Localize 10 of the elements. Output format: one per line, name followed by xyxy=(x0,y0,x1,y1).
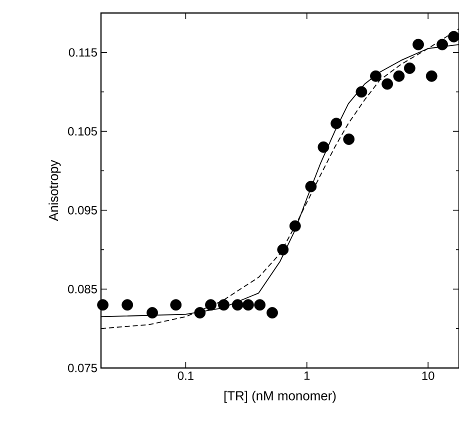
y-tick-label: 0.075 xyxy=(68,364,97,372)
y-tick-label: 0.095 xyxy=(68,206,97,214)
y-axis-title: Anisotropy xyxy=(48,160,61,222)
x-tick-label: 10 xyxy=(422,372,434,380)
x-tick-label: 0.1 xyxy=(178,372,194,380)
x-axis-title: [TR] (nM monomer) xyxy=(224,390,336,403)
y-tick-label: 0.085 xyxy=(68,284,97,294)
x-tick-label: 1 xyxy=(304,372,310,380)
y-tick-label: 0.115 xyxy=(68,48,97,57)
y-tick-label: 0.105 xyxy=(68,127,97,136)
